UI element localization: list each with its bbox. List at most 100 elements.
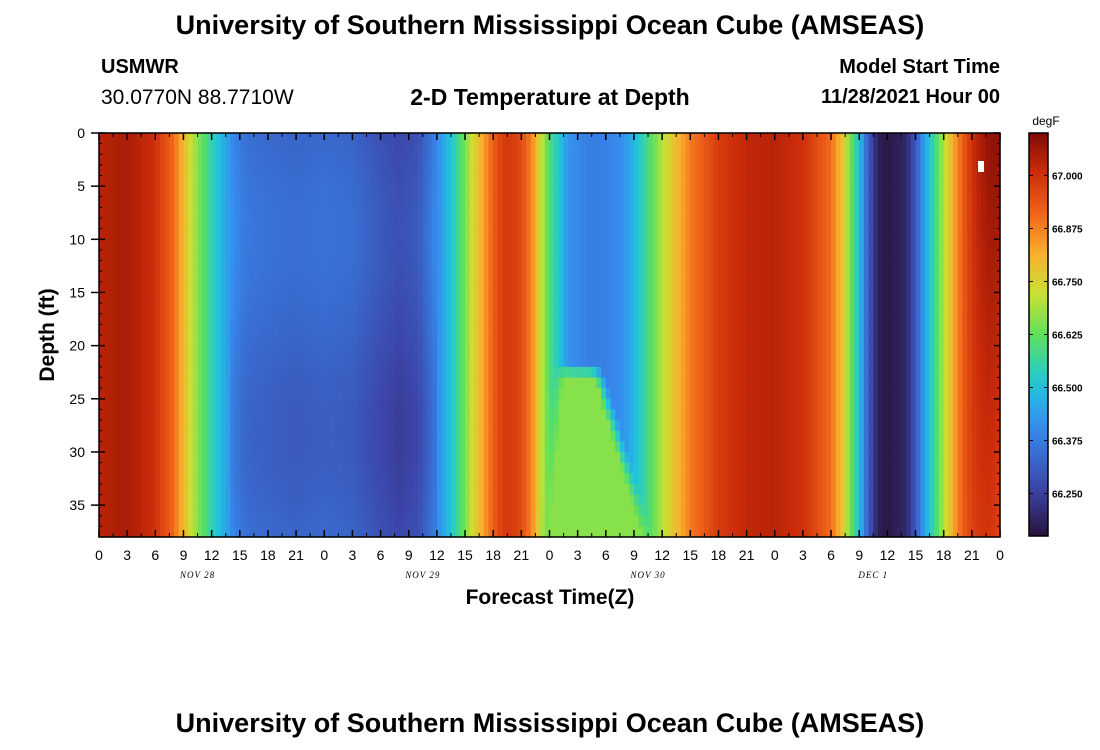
heatmap-cell — [371, 313, 377, 325]
heatmap-cell — [422, 218, 429, 230]
heatmap-cell — [446, 303, 452, 315]
heatmap-cell — [113, 420, 119, 432]
heatmap-cell — [272, 441, 278, 453]
heatmap-cell — [249, 494, 255, 506]
heatmap-cell — [633, 377, 640, 389]
heatmap-cell — [399, 271, 405, 283]
heatmap-cell — [680, 473, 687, 485]
heatmap-cell — [357, 420, 363, 432]
heatmap-cell — [699, 483, 705, 496]
heatmap-cell — [615, 324, 621, 336]
heatmap-cell — [413, 473, 419, 485]
heatmap-cell — [371, 281, 377, 294]
heatmap-cell — [389, 154, 396, 166]
heatmap-cell — [103, 430, 109, 442]
heatmap-cell — [127, 207, 133, 219]
heatmap-cell — [662, 515, 668, 527]
heatmap-cell — [267, 292, 274, 304]
heatmap-cell — [638, 303, 644, 315]
heatmap-cell — [624, 409, 630, 421]
heatmap-cell — [389, 324, 396, 336]
heatmap-cell — [474, 292, 480, 304]
heatmap-cell — [394, 473, 400, 485]
heatmap-cell — [544, 175, 551, 187]
heatmap-cell — [197, 281, 203, 294]
heatmap-cell — [244, 218, 250, 230]
heatmap-cell — [272, 366, 278, 379]
heatmap-cell — [239, 345, 246, 357]
heatmap-cell — [206, 505, 213, 517]
heatmap-cell — [389, 505, 396, 517]
heatmap-cell — [526, 494, 532, 506]
heatmap-cell — [455, 143, 461, 155]
heatmap-cell — [455, 281, 461, 294]
heatmap-cell — [150, 366, 156, 379]
heatmap-cell — [183, 483, 189, 496]
heatmap-cell — [488, 292, 494, 304]
heatmap-cell — [178, 420, 185, 432]
heatmap-cell — [474, 441, 480, 453]
heatmap-cell — [709, 388, 715, 400]
heatmap-cell — [258, 526, 264, 538]
heatmap-cell — [375, 441, 382, 453]
heatmap-cell — [230, 451, 236, 464]
heatmap-cell — [136, 313, 142, 325]
heatmap-cell — [432, 164, 438, 177]
heatmap-cell — [549, 164, 555, 177]
heatmap-cell — [389, 133, 396, 145]
heatmap-cell — [225, 420, 231, 432]
heatmap-cell — [652, 207, 659, 219]
heatmap-cell — [300, 143, 307, 155]
heatmap-cell — [530, 324, 537, 336]
heatmap-cell — [563, 441, 569, 453]
heatmap-cell — [638, 441, 644, 453]
heatmap-cell — [446, 249, 452, 262]
heatmap-cell — [277, 515, 283, 527]
heatmap-cell — [267, 281, 274, 294]
heatmap-cell — [643, 515, 649, 527]
heatmap-cell — [361, 228, 368, 240]
heatmap-cell — [314, 186, 321, 198]
heatmap-cell — [352, 473, 358, 485]
heatmap-cell — [300, 409, 307, 421]
heatmap-cell — [328, 505, 335, 517]
heatmap-cell — [352, 420, 358, 432]
heatmap-cell — [619, 324, 626, 336]
heatmap-cell — [648, 303, 654, 315]
heatmap-cell — [418, 430, 424, 442]
heatmap-cell — [479, 430, 485, 442]
heatmap-cell — [709, 281, 715, 294]
heatmap-cell — [413, 196, 419, 209]
heatmap-cell — [305, 249, 311, 262]
heatmap-cell — [371, 218, 377, 230]
heatmap-cell — [516, 196, 522, 209]
heatmap-cell — [253, 292, 260, 304]
heatmap-cell — [450, 515, 457, 527]
heatmap-cell — [202, 143, 208, 155]
heatmap-cell — [216, 186, 222, 198]
heatmap-cell — [497, 249, 504, 262]
heatmap-cell — [155, 462, 161, 474]
heatmap-cell — [507, 494, 513, 506]
heatmap-cell — [164, 366, 170, 379]
heatmap-cell — [507, 313, 513, 325]
heatmap-cell — [690, 175, 696, 187]
heatmap-cell — [371, 451, 377, 464]
heatmap-cell — [145, 133, 152, 145]
heatmap-cell — [652, 409, 659, 421]
heatmap-cell — [117, 292, 124, 304]
heatmap-cell — [615, 239, 621, 251]
heatmap-cell — [511, 303, 518, 315]
heatmap-cell — [404, 441, 410, 453]
heatmap-cell — [366, 451, 372, 464]
heatmap-cell — [540, 420, 546, 432]
heatmap-cell — [305, 281, 311, 294]
heatmap-cell — [169, 260, 175, 272]
heatmap-cell — [427, 335, 433, 347]
heatmap-cell — [648, 473, 654, 485]
heatmap-cell — [263, 483, 269, 496]
heatmap-cell — [375, 196, 382, 209]
heatmap-cell — [422, 441, 429, 453]
heatmap-cell — [235, 505, 241, 517]
heatmap-cell — [709, 398, 715, 411]
